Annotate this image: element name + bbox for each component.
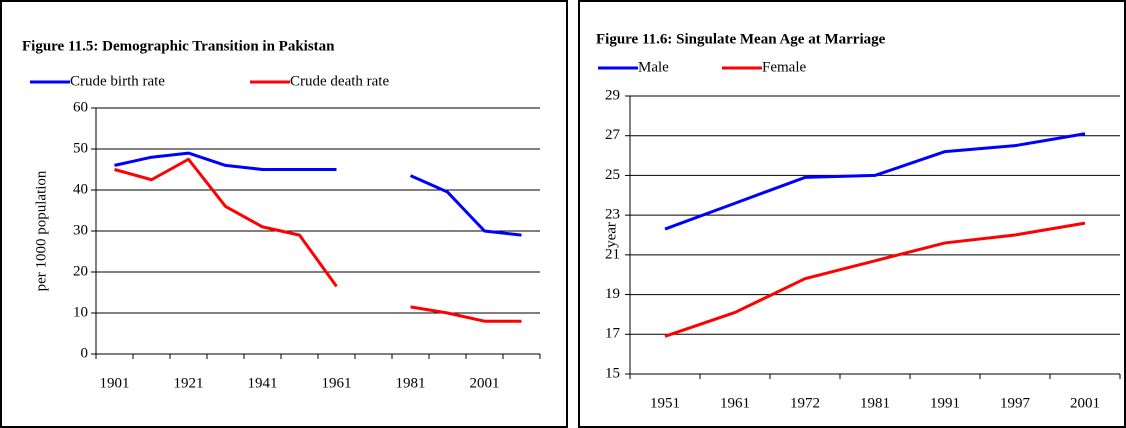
y-tick-label: 30 <box>73 222 88 238</box>
panel-border <box>0 0 568 428</box>
x-tick-label: 1901 <box>100 375 130 391</box>
x-tick-label: 1961 <box>322 375 352 391</box>
legend-label: Female <box>762 59 806 75</box>
y-tick-label: 40 <box>73 181 88 197</box>
chart-title: Figure 11.6: Singulate Mean Age at Marri… <box>596 31 886 47</box>
series-line <box>664 132 1086 231</box>
legend-label: Crude birth rate <box>70 73 165 89</box>
x-tick-label: 1972 <box>790 395 820 411</box>
x-tick-label: 1981 <box>396 375 426 391</box>
x-tick-label: 1941 <box>248 375 278 391</box>
y-axis-label: per 1000 population <box>33 170 49 291</box>
x-tick-label: 1921 <box>174 375 204 391</box>
y-tick-label: 21 <box>605 246 620 262</box>
legend-label: Male <box>638 59 669 75</box>
x-tick-label: 1961 <box>720 395 750 411</box>
y-tick-label: 15 <box>605 365 620 381</box>
x-tick-label: 2001 <box>470 375 500 391</box>
y-tick-label: 19 <box>605 286 620 302</box>
y-tick-label: 10 <box>73 304 88 320</box>
y-tick-label: 50 <box>73 140 88 156</box>
x-tick-label: 1997 <box>1000 395 1031 411</box>
legend-label: Crude death rate <box>290 73 389 89</box>
y-tick-label: 25 <box>605 167 620 183</box>
x-tick-label: 1981 <box>860 395 890 411</box>
y-tick-label: 23 <box>605 207 620 223</box>
y-tick-label: 0 <box>81 345 89 361</box>
y-tick-label: 20 <box>73 263 88 279</box>
series-line <box>664 221 1086 338</box>
panel-border <box>578 0 1126 428</box>
y-tick-label: 27 <box>605 127 621 143</box>
y-tick-label: 17 <box>605 326 621 342</box>
y-tick-label: 29 <box>605 87 620 103</box>
series-line <box>114 157 522 323</box>
x-tick-label: 1951 <box>650 395 680 411</box>
chart-title: Figure 11.5: Demographic Transition in P… <box>22 38 335 54</box>
x-tick-label: 1991 <box>930 395 960 411</box>
y-tick-label: 60 <box>73 99 88 115</box>
x-tick-label: 2001 <box>1070 395 1100 411</box>
y-axis-label: year <box>603 222 619 248</box>
series-line <box>114 151 522 237</box>
